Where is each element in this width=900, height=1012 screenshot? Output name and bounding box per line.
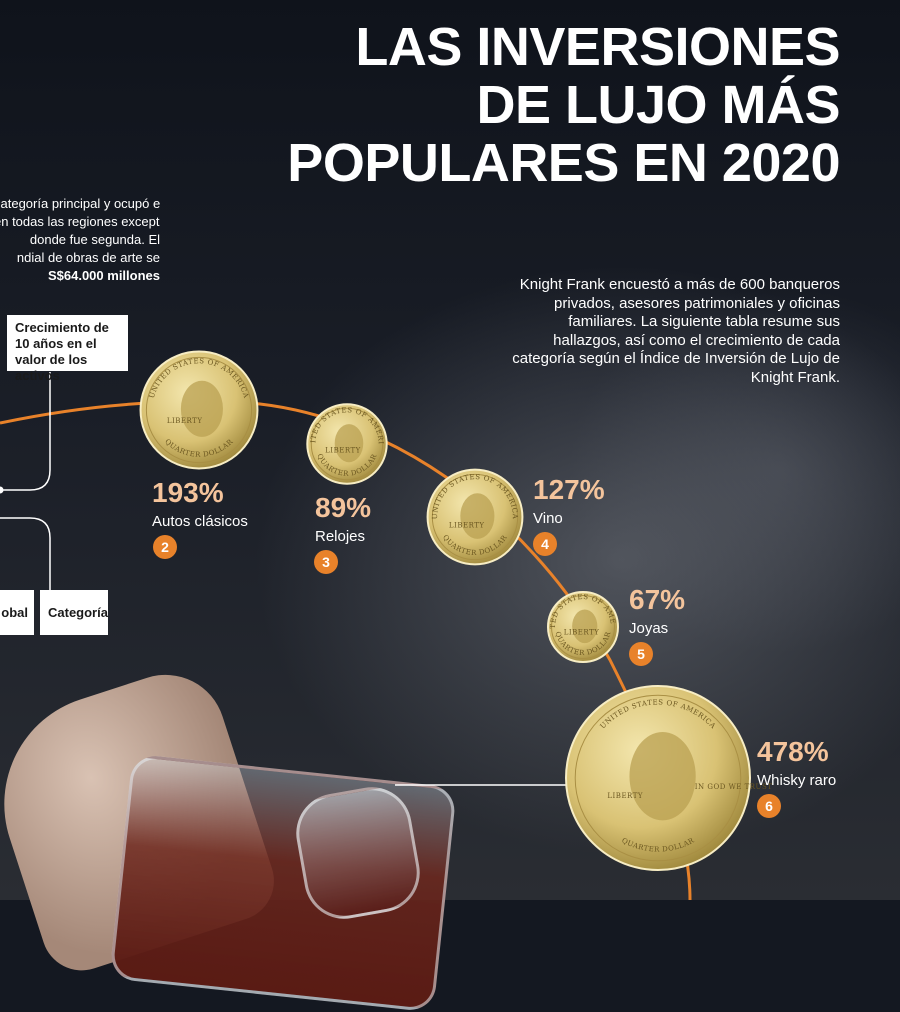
coin-portrait [572, 609, 598, 644]
rank-badge-2 [153, 535, 177, 559]
coin-rim [574, 694, 742, 862]
coin-text-liberty: LIBERTY [325, 447, 361, 455]
title-line-3: POPULARES EN 2020 [287, 133, 840, 193]
value-label-2: 193% [152, 477, 224, 508]
legend-connector-dot [0, 486, 4, 494]
rank-badge-4 [533, 532, 557, 556]
rank-number-4: 4 [541, 536, 549, 552]
rank-number-5: 5 [637, 646, 645, 662]
coin-text-liberty: LIBERTY [449, 521, 485, 529]
legend-connector-bottom [0, 517, 51, 590]
left-note-line-2: en todas las regiones excepto [0, 214, 160, 229]
coin-text-liberty: LIBERTY [167, 417, 203, 425]
category-label-5: Joyas [629, 620, 668, 637]
coin-text-liberty: LIBERTY [564, 629, 600, 637]
coin-portrait [460, 493, 495, 539]
coin-portrait [334, 424, 364, 463]
category-label-2: Autos clásicos [152, 513, 248, 530]
rank-number-6: 6 [765, 798, 773, 814]
category-label-6: Whisky raro [757, 772, 836, 789]
category-label-3: Relojes [315, 528, 365, 545]
legend-connector-top [0, 372, 51, 491]
left-note-line-3: donde fue segunda. El [29, 232, 160, 247]
rank-badge-5 [629, 642, 653, 666]
rank-number-2: 2 [161, 539, 169, 555]
title-line-1: LAS INVERSIONES [355, 17, 840, 77]
value-label-6: 478% [757, 736, 829, 767]
intro-text: Knight Frank encuestó a más de 600 banqu… [512, 276, 840, 386]
left-note-line-4: ndial de obras de arte se [16, 250, 160, 265]
rank-badge-3 [314, 550, 338, 574]
value-label-5: 67% [629, 584, 685, 615]
coin-portrait [180, 380, 223, 437]
coin-rim [551, 595, 615, 659]
value-label-4: 127% [533, 474, 605, 505]
page-title: LAS INVERSIONES DE LUJO MÁS POPULARES EN… [287, 18, 840, 192]
left-note-line-1: categoría principal y ocupó el [0, 196, 160, 211]
title-line-2: DE LUJO MÁS [476, 75, 840, 135]
left-note: categoría principal y ocupó el en todas … [0, 195, 160, 285]
coin-rim [431, 473, 519, 561]
coin-rim [310, 407, 384, 481]
coin-text-liberty: LIBERTY [607, 792, 643, 800]
legend-category-box: Categoría [40, 590, 108, 635]
category-label-4: Vino [533, 510, 563, 527]
rank-badge-6 [757, 794, 781, 818]
legend-global-box: obal [0, 590, 34, 635]
coin-rim [145, 356, 253, 464]
left-note-bold: S$64.000 millones [47, 268, 160, 283]
coin-text-motto: IN GOD WE TRUST [695, 783, 773, 791]
coin-portrait [629, 732, 696, 821]
legend-growth-box: Crecimiento de 10 años en el valor de lo… [7, 315, 128, 383]
value-label-3: 89% [315, 492, 371, 523]
rank-number-3: 3 [322, 554, 330, 570]
